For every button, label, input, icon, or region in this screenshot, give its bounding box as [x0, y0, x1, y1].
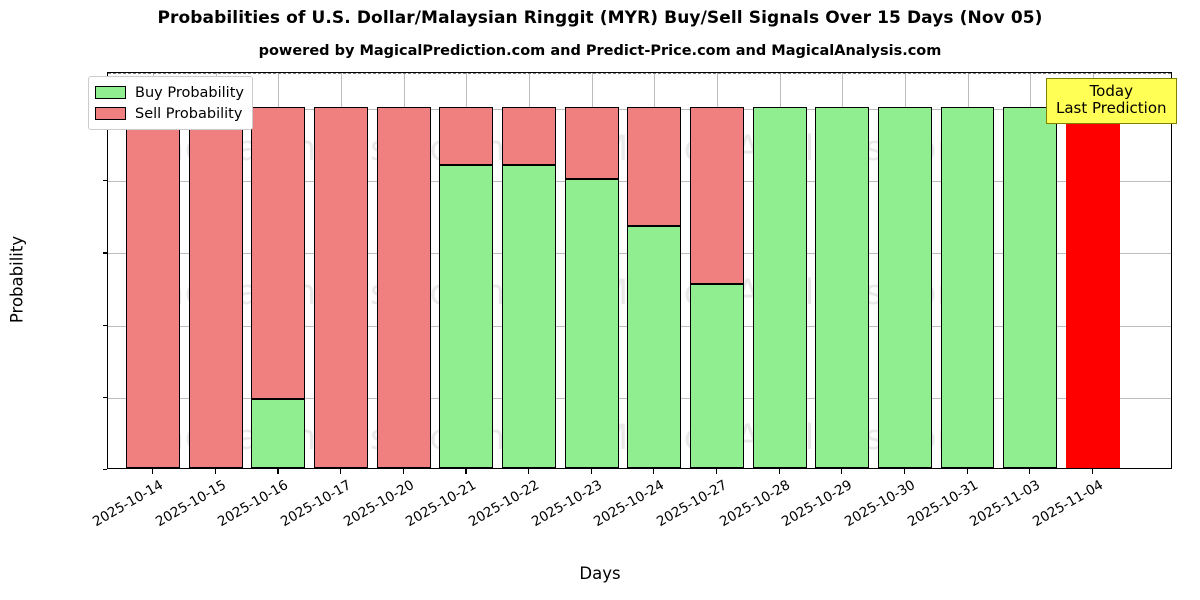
y-tick-mark: [103, 469, 107, 471]
bar-group[interactable]: [689, 73, 744, 468]
bar-group[interactable]: [877, 73, 932, 468]
x-tick-mark: [465, 469, 467, 474]
today-annotation: Today Last Prediction: [1046, 78, 1177, 124]
y-tick-mark: [103, 396, 107, 398]
x-tick-mark: [590, 469, 592, 474]
bar-segment-buy[interactable]: [251, 399, 306, 468]
y-tick-mark: [103, 252, 107, 254]
x-tick-mark: [966, 469, 968, 474]
legend-swatch-sell: [95, 107, 126, 120]
bar-segment-buy[interactable]: [1003, 107, 1058, 468]
x-tick-mark: [1091, 469, 1093, 474]
bar-group[interactable]: [439, 73, 494, 468]
threshold-line: [108, 73, 1171, 74]
bar-segment-buy[interactable]: [564, 179, 619, 468]
plot-area: MagicalAnalysis.com MagicalAnalysis.com …: [107, 72, 1172, 469]
bar-group[interactable]: [502, 73, 556, 468]
legend-item-sell: Sell Probability: [95, 103, 244, 124]
bar-segment-sell[interactable]: [188, 107, 243, 468]
legend-item-buy: Buy Probability: [95, 82, 244, 103]
bar-group[interactable]: [752, 73, 807, 468]
bar-segment-buy[interactable]: [689, 283, 744, 468]
bar-segment-sell[interactable]: [564, 107, 619, 180]
bar-segment-sell[interactable]: [376, 107, 431, 468]
x-tick-mark: [1029, 469, 1031, 474]
bar-segment-sell[interactable]: [439, 107, 494, 165]
page-title: Probabilities of U.S. Dollar/Malaysian R…: [157, 8, 1043, 28]
legend-swatch-buy: [95, 86, 126, 99]
bar-segment-sell[interactable]: [689, 107, 744, 284]
y-tick-mark: [103, 324, 107, 326]
x-tick-mark: [402, 469, 404, 474]
bar-segment-sell[interactable]: [502, 107, 556, 165]
bar-group[interactable]: [940, 73, 995, 468]
bar-segment-sell[interactable]: [627, 107, 682, 227]
bar-segment-today[interactable]: [1065, 107, 1120, 468]
x-axis-label: Days: [579, 564, 621, 583]
bar-group[interactable]: [188, 73, 243, 468]
bar-segment-buy[interactable]: [439, 164, 494, 468]
legend-label-sell: Sell Probability: [135, 105, 243, 122]
y-tick-mark: [103, 180, 107, 182]
x-tick-mark: [778, 469, 780, 474]
bar-group[interactable]: [627, 73, 682, 468]
x-tick-mark: [841, 469, 843, 474]
bar-segment-buy[interactable]: [815, 107, 870, 468]
bar-segment-buy[interactable]: [627, 226, 682, 468]
chart-subtitle: powered by MagicalPrediction.com and Pre…: [258, 43, 942, 59]
x-tick-mark: [277, 469, 279, 474]
bar-group[interactable]: [376, 73, 431, 468]
bar-group[interactable]: [314, 73, 368, 468]
x-tick-mark: [152, 469, 154, 474]
bar-group[interactable]: [815, 73, 870, 468]
bar-segment-buy[interactable]: [940, 107, 995, 468]
today-annotation-line2: Last Prediction: [1056, 99, 1167, 118]
bar-segment-buy[interactable]: [877, 107, 932, 468]
bar-group[interactable]: [251, 73, 306, 468]
today-annotation-line1: Today: [1089, 82, 1133, 100]
bar-group[interactable]: [1003, 73, 1058, 468]
bar-segment-buy[interactable]: [502, 164, 556, 468]
bar-segment-sell[interactable]: [126, 107, 181, 468]
bar-group[interactable]: [126, 73, 181, 468]
bar-segment-buy[interactable]: [752, 107, 807, 468]
bar-group[interactable]: [564, 73, 619, 468]
bar-segment-sell[interactable]: [314, 107, 368, 468]
x-tick-mark: [715, 469, 718, 474]
y-axis-label: Probability: [7, 235, 27, 324]
bar-group[interactable]: [1065, 73, 1120, 468]
x-tick-mark: [527, 469, 530, 474]
legend-label-buy: Buy Probability: [135, 84, 244, 101]
x-tick-mark: [653, 469, 655, 474]
bar-segment-sell[interactable]: [251, 107, 306, 400]
x-tick-mark: [214, 469, 216, 474]
x-tick-mark: [903, 469, 906, 474]
chart-legend: Buy Probability Sell Probability: [88, 76, 253, 130]
x-tick-mark: [340, 469, 342, 474]
